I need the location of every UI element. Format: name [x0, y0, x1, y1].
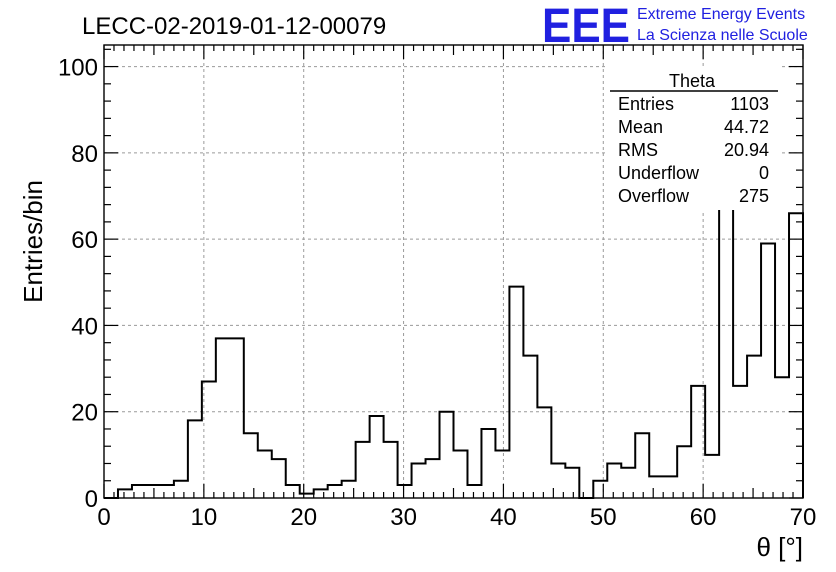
stats-value-overflow: 275	[739, 186, 769, 206]
stats-value-underflow: 0	[759, 163, 769, 183]
y-tick-label: 60	[71, 227, 98, 254]
x-tick-label: 0	[97, 504, 110, 531]
x-tick-label: 70	[790, 504, 817, 531]
x-axis-label: θ [°]	[756, 532, 803, 562]
y-tick-label: 80	[71, 141, 98, 168]
eee-logo: EEE Extreme Energy Events La Scienza nel…	[542, 0, 808, 53]
stats-box-rows: Entries 1103 Mean 44.72 RMS 20.94 Underf…	[618, 94, 769, 206]
stats-box: Theta Entries 1103 Mean 44.72 RMS 20.94 …	[608, 66, 780, 210]
stats-value-entries: 1103	[730, 94, 769, 114]
x-tick-label: 20	[290, 504, 317, 531]
stats-value-mean: 44.72	[724, 117, 769, 137]
y-tick-label: 20	[71, 400, 98, 427]
axis-ticks	[103, 45, 804, 499]
x-tick-label: 40	[490, 504, 517, 531]
stats-label-overflow: Overflow	[618, 186, 690, 206]
run-title: LECC-02-2019-01-12-00079	[82, 13, 386, 40]
y-tick-label: 40	[71, 313, 98, 340]
x-tick-label: 50	[590, 504, 617, 531]
y-tick-label: 0	[85, 486, 98, 513]
eee-logo-text: EEE	[542, 0, 630, 53]
axis-tick-labels: 0 10 20 30 40 50 60 70 0 20 40 60 80 100	[58, 55, 816, 531]
stats-box-background	[608, 66, 780, 210]
y-tick-label: 100	[58, 55, 98, 82]
stats-label-rms: RMS	[618, 140, 658, 160]
stats-value-rms: 20.94	[724, 140, 769, 160]
logo-line-1: Extreme Energy Events	[637, 6, 805, 23]
y-axis-label: Entries/bin	[18, 180, 48, 303]
stats-label-underflow: Underflow	[618, 163, 700, 183]
x-tick-label: 30	[390, 504, 417, 531]
stats-box-title: Theta	[669, 71, 716, 91]
stats-label-entries: Entries	[618, 94, 674, 114]
logo-line-2: La Scienza nelle Scuole	[637, 27, 808, 44]
histogram-series	[104, 69, 804, 499]
stats-label-mean: Mean	[618, 117, 663, 137]
x-tick-label: 60	[690, 504, 717, 531]
x-tick-label: 10	[191, 504, 218, 531]
